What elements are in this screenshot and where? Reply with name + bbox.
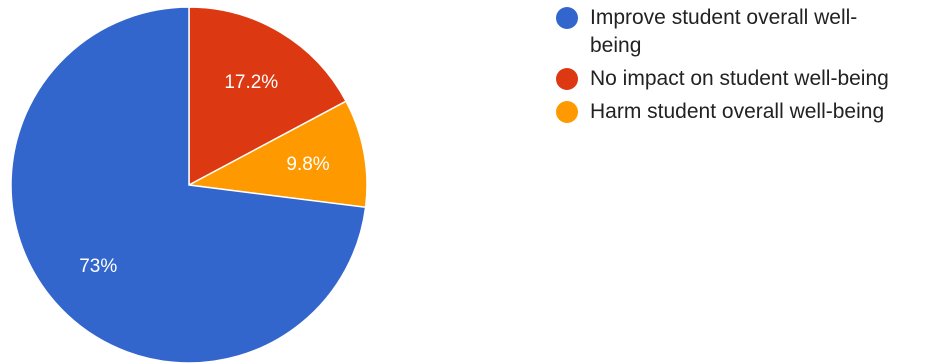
pie-slice-improve[interactable]: [10, 6, 367, 364]
slice-label-harm: 9.8%: [286, 154, 329, 175]
legend-swatch-no-impact: [556, 68, 578, 90]
legend-swatch-harm: [556, 101, 578, 123]
pie-slice-labels: 17.2% 9.8% 73%: [79, 72, 330, 277]
slice-label-no-impact: 17.2%: [224, 72, 278, 93]
pie-slice-harm[interactable]: [186, 100, 368, 209]
legend-label-no-impact: No impact on student well-being: [590, 67, 889, 90]
slice-label-improve: 73%: [79, 256, 117, 277]
legend-item-no-impact[interactable]: No impact on student well-being: [556, 65, 931, 93]
pie-slice-no-impact[interactable]: [188, 6, 348, 187]
pie-chart: 17.2% 9.8% 73%: [10, 6, 368, 364]
legend-swatch-improve: [556, 7, 578, 29]
legend: Improve student overall well-being No im…: [556, 4, 931, 131]
legend-item-harm[interactable]: Harm student overall well-being: [556, 98, 931, 126]
legend-item-improve[interactable]: Improve student overall well-being: [556, 4, 931, 60]
pie-slices: [10, 6, 368, 364]
legend-label-harm: Harm student overall well-being: [590, 100, 885, 123]
legend-label-improve: Improve student overall well-being: [590, 6, 858, 57]
